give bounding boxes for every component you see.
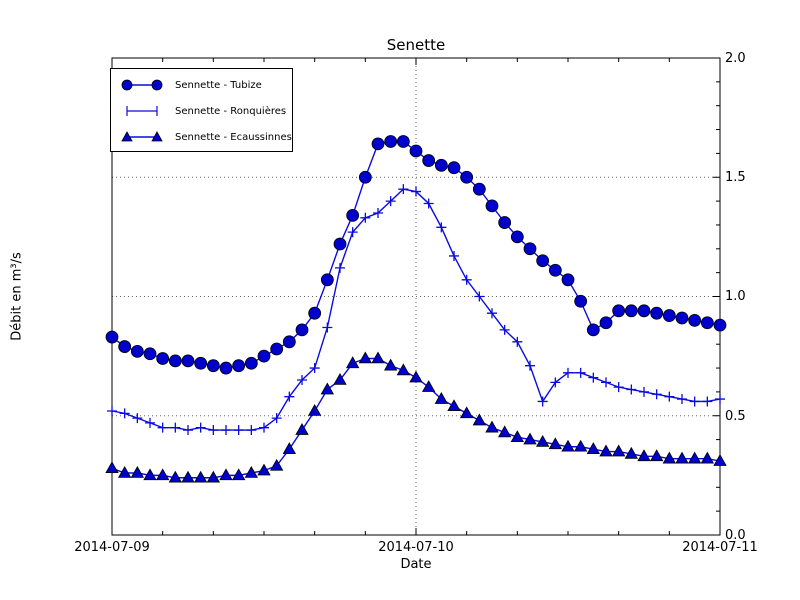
x-axis-label: Date (400, 557, 432, 572)
y-tick-label: 2.0 (725, 51, 746, 66)
legend-item-tubize: Sennette - Tubize (111, 72, 292, 98)
x-tick-label: 2014-07-10 (378, 540, 454, 555)
y-axis-label: Débit en m³/s (9, 252, 25, 341)
x-tick-label: 2014-07-09 (74, 540, 150, 555)
y-tick-label: 1.5 (725, 170, 746, 185)
x-tick-label: 2014-07-11 (682, 540, 758, 555)
plus-marker-icon (126, 106, 158, 116)
legend-label: Sennette - Ecaussinnes (175, 131, 292, 143)
y-tick-label: 0.0 (725, 528, 746, 543)
legend-label: Sennette - Ronquières (175, 105, 287, 117)
legend-item-ronquieres: Sennette - Ronquières (111, 98, 292, 124)
circle-marker-icon (121, 79, 163, 91)
legend: Sennette - Tubize Sennette - Ronquières … (110, 68, 293, 152)
legend-label: Sennette - Tubize (175, 79, 262, 91)
chart-title: Senette (386, 36, 446, 54)
triangle-marker-icon (121, 131, 163, 142)
y-tick-label: 1.0 (725, 289, 746, 304)
legend-item-ecaussinnes: Sennette - Ecaussinnes (111, 124, 292, 150)
y-tick-label: 0.5 (725, 409, 746, 424)
